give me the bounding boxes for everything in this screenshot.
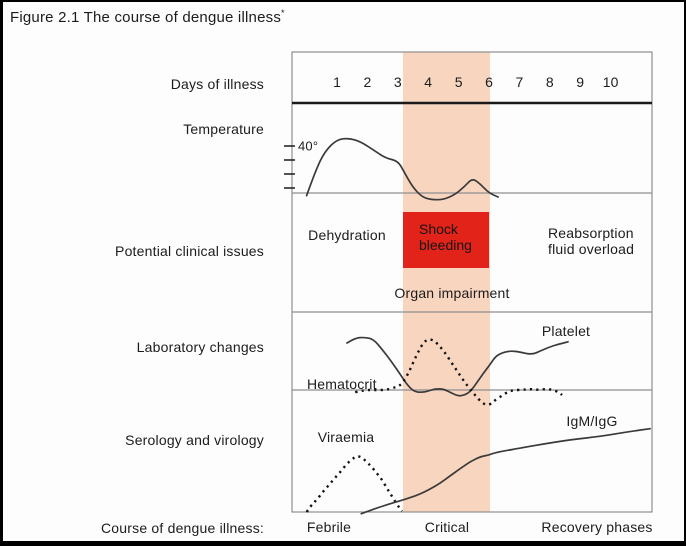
day-tick-1: 1 xyxy=(333,74,341,90)
platelet-label: Platelet xyxy=(541,323,591,339)
row-label-days: Days of illness xyxy=(170,76,264,92)
temperature-tick-marks xyxy=(284,145,295,189)
reabsorption-line2: fluid overload xyxy=(548,241,635,257)
row-label-course: Course of dengue illness: xyxy=(101,520,264,536)
figure-title-text: Figure 2.1 The course of dengue illness xyxy=(10,9,282,26)
day-tick-8: 8 xyxy=(545,74,554,90)
curve-igm-igg xyxy=(360,427,651,515)
shock-bleeding-text: Shock bleeding xyxy=(403,212,489,253)
phase-label-critical: Critical xyxy=(424,519,470,535)
dehydration-label: Dehydration xyxy=(308,227,386,243)
organ-impairment-label: Organ impairment xyxy=(394,285,510,301)
curve-temperature xyxy=(305,137,499,201)
curve-platelet xyxy=(346,336,569,397)
curve-viraemia xyxy=(305,455,404,513)
hematocrit-label: Hematocrit xyxy=(307,376,377,392)
phase-label-recovery: Recovery phases xyxy=(541,519,653,535)
plot-border xyxy=(291,51,653,513)
day-tick-3: 3 xyxy=(393,74,402,90)
day-tick-5: 5 xyxy=(454,74,463,90)
day-tick-9: 9 xyxy=(576,74,585,90)
phase-label-febrile: Febrile xyxy=(306,519,352,535)
critical-phase-band xyxy=(403,52,490,512)
row-label-temperature: Temperature xyxy=(183,121,264,137)
curve-hematocrit xyxy=(354,338,563,406)
day-tick-7: 7 xyxy=(515,74,524,90)
shock-line: Shock xyxy=(419,221,458,237)
day-tick-10: 10 xyxy=(602,74,619,90)
reabsorption-label: Reabsorption fluid overload xyxy=(548,225,634,257)
data-curves xyxy=(305,137,651,515)
footnote-marker: * xyxy=(281,8,285,18)
day-tick-6: 6 xyxy=(485,74,493,90)
reabsorption-line1: Reabsorption xyxy=(548,225,634,241)
temperature-40-label: 40° xyxy=(298,138,319,154)
figure-title: Figure 2.1 The course of dengue illness* xyxy=(10,8,285,26)
day-tick-2: 2 xyxy=(363,74,372,90)
viraemia-label: Viraemia xyxy=(317,429,375,445)
shock-bleeding-box: Shock bleeding xyxy=(403,212,489,268)
igm-igg-label: IgM/IgG xyxy=(566,413,618,429)
row-label-clinical: Potential clinical issues xyxy=(115,243,264,259)
day-tick-4: 4 xyxy=(424,74,433,90)
row-label-serology: Serology and virology xyxy=(125,432,264,448)
row-label-laboratory: Laboratory changes xyxy=(136,339,264,355)
figure-canvas xyxy=(3,2,684,541)
bleeding-line: bleeding xyxy=(419,237,472,253)
